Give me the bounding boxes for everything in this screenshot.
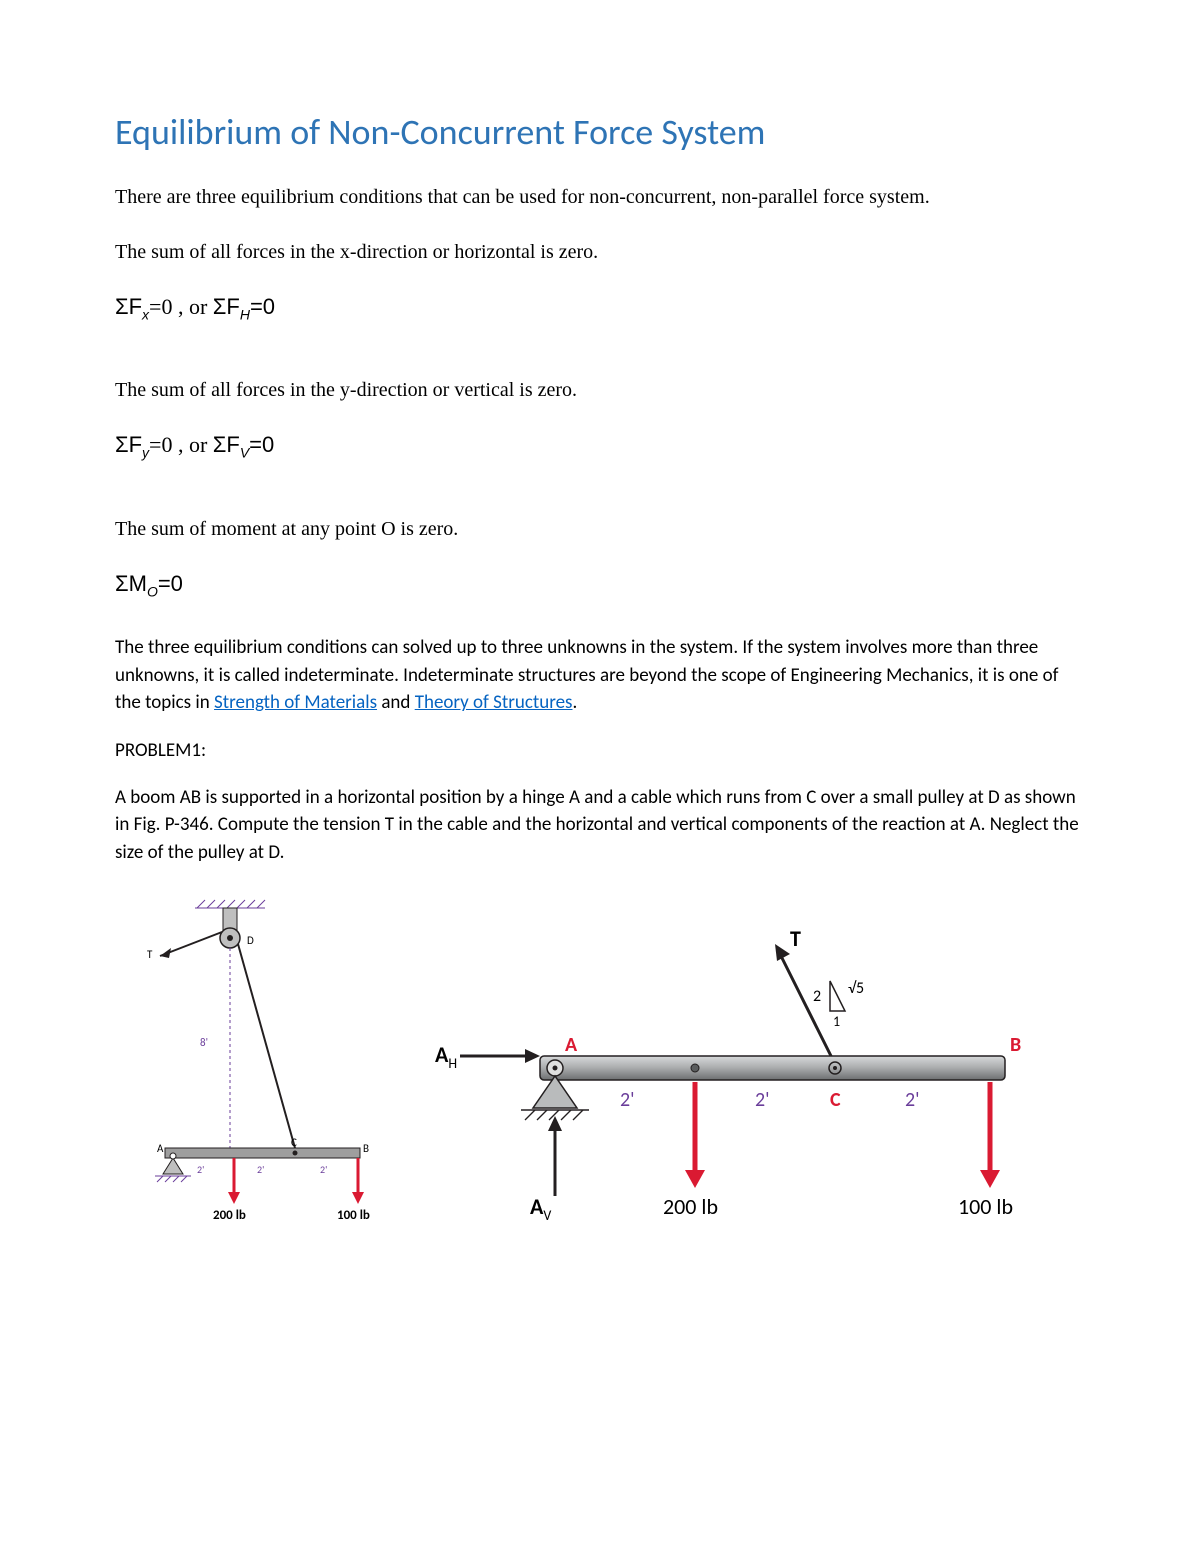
svg-text:8': 8' (200, 1036, 208, 1049)
equation-1: ΣFx=0 , or ΣFH=0 (115, 294, 1085, 322)
intro-paragraph: There are three equilibrium conditions t… (115, 184, 1085, 211)
eq2-mid: =0 , or (149, 432, 213, 457)
eq2-lhs1: ΣF (115, 432, 142, 457)
eq1-sub2: H (240, 306, 250, 322)
problem-label: PROBLEM1: (115, 739, 1085, 762)
svg-text:T: T (790, 926, 801, 952)
problem-text: A boom AB is supported in a horizontal p… (115, 784, 1085, 867)
svg-text:2': 2' (620, 1088, 635, 1112)
condition-3-text: The sum of moment at any point O is zero… (115, 516, 1085, 543)
eq2-sub1: y (142, 445, 149, 461)
svg-text:1: 1 (833, 1013, 840, 1030)
svg-text:AH: AH (435, 1041, 457, 1072)
eq1-sub1: x (142, 306, 149, 322)
svg-text:2': 2' (257, 1163, 264, 1176)
svg-text:T: T (147, 948, 153, 961)
svg-text:200 lb: 200 lb (213, 1208, 246, 1223)
eq2-sub2: V (240, 445, 249, 461)
eq1-rhs: =0 (250, 294, 275, 319)
eq1-lhs1: ΣF (115, 294, 142, 319)
eq3-rhs: =0 (158, 571, 183, 596)
condition-1-text: The sum of all forces in the x-direction… (115, 239, 1085, 266)
svg-text:AV: AV (530, 1193, 551, 1224)
svg-text:200 lb: 200 lb (663, 1193, 718, 1220)
svg-text:B: B (363, 1142, 369, 1155)
eq3-sub: O (147, 583, 158, 599)
note-paragraph: The three equilibrium conditions can sol… (115, 634, 1085, 717)
svg-text:100 lb: 100 lb (958, 1193, 1013, 1220)
figure-right: T 2 √5 1 A B (435, 926, 1045, 1226)
svg-text:2': 2' (905, 1088, 920, 1112)
equation-2: ΣFy=0 , or ΣFV=0 (115, 432, 1085, 460)
svg-text:2': 2' (320, 1163, 327, 1176)
eq3-lhs: ΣM (115, 571, 147, 596)
figure-left: D T 8' A C (115, 896, 375, 1226)
note-b: and (377, 691, 415, 714)
link-strength-of-materials[interactable]: Strength of Materials (214, 691, 377, 714)
svg-text:D: D (247, 934, 254, 947)
eq1-lhs2: ΣF (213, 294, 240, 319)
page-title: Equilibrium of Non-Concurrent Force Syst… (115, 110, 1085, 154)
svg-text:2': 2' (755, 1088, 770, 1112)
svg-text:B: B (1010, 1033, 1021, 1057)
eq2-lhs2: ΣF (213, 432, 240, 457)
eq2-rhs: =0 (249, 432, 274, 457)
figures-row: D T 8' A C (115, 896, 1085, 1226)
svg-text:C: C (291, 1136, 297, 1149)
svg-text:√5: √5 (848, 979, 864, 998)
link-theory-of-structures[interactable]: Theory of Structures (415, 691, 573, 714)
svg-text:100 lb: 100 lb (337, 1208, 370, 1223)
svg-text:C: C (830, 1088, 841, 1112)
equation-3: ΣMO=0 (115, 571, 1085, 599)
condition-2-text: The sum of all forces in the y-direction… (115, 377, 1085, 404)
svg-text:2': 2' (197, 1163, 204, 1176)
svg-text:A: A (565, 1033, 578, 1057)
note-c: . (572, 691, 577, 714)
eq1-mid: =0 , or (149, 294, 213, 319)
document-page: Equilibrium of Non-Concurrent Force Syst… (0, 0, 1200, 1286)
svg-text:A: A (157, 1142, 164, 1155)
svg-text:2: 2 (813, 987, 821, 1006)
